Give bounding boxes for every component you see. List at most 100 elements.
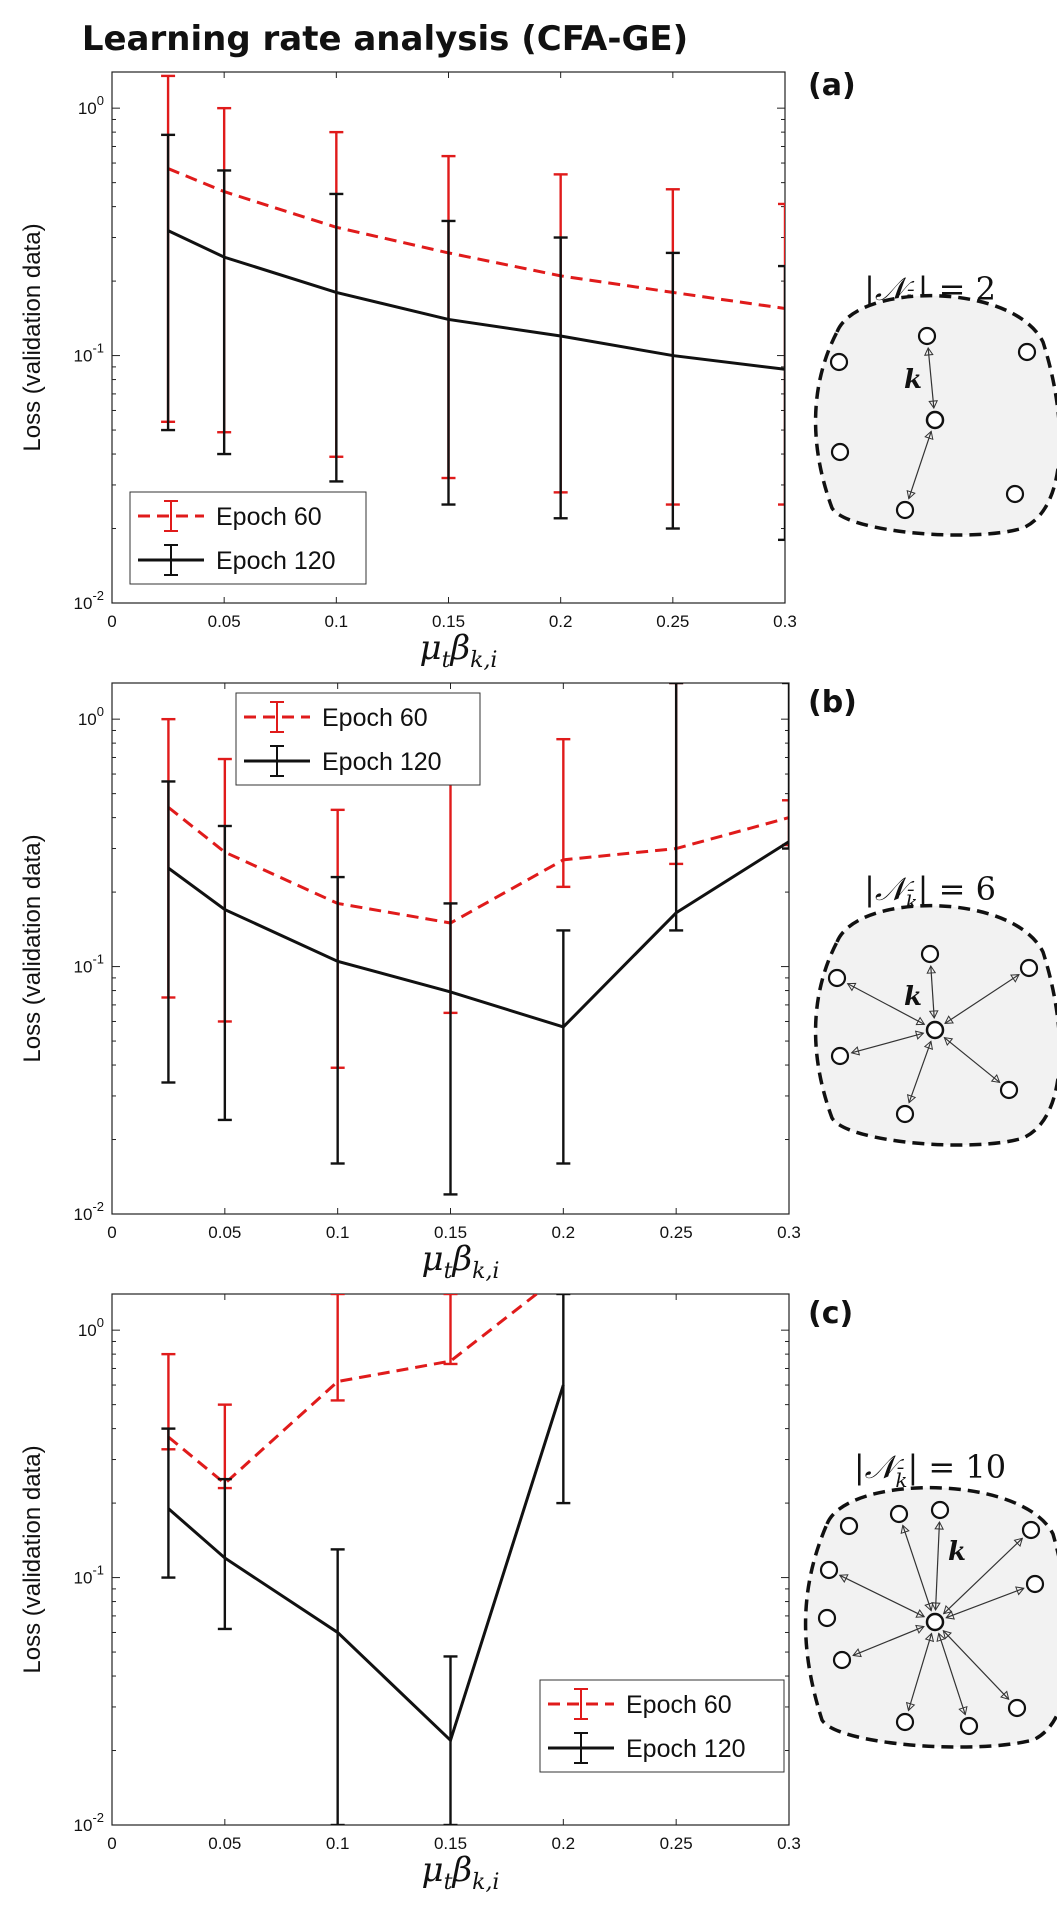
link-arrowhead [924, 1632, 935, 1643]
link-arrowhead [900, 1524, 910, 1535]
neighbor-link [839, 1574, 925, 1618]
x-tick-label: 0.1 [326, 1834, 350, 1853]
legend: Epoch 60 Epoch 120 [129, 491, 367, 585]
link-arrowhead [850, 1046, 861, 1056]
panel-label: (c) [808, 1296, 853, 1331]
neighbor-link [847, 983, 925, 1025]
link-arrowhead [942, 1604, 953, 1615]
legend-label: Epoch 60 [626, 1691, 732, 1719]
link-arrowhead [915, 1609, 926, 1618]
legend: Epoch 60 Epoch 120 [539, 1679, 785, 1773]
link-arrowhead [1015, 1586, 1025, 1596]
neighbor-node [830, 442, 850, 462]
neighbor-link [908, 431, 932, 499]
panel-label: (b) [808, 685, 857, 720]
x-tick-label: 0.25 [656, 612, 689, 631]
series-line [167, 1294, 540, 1486]
x-tick-label: 0.05 [208, 1834, 241, 1853]
legend-box [129, 491, 367, 585]
series-line [167, 1384, 565, 1744]
link-arrowhead [943, 1036, 954, 1047]
link-arrowhead [846, 982, 857, 992]
x-tick-label: 0.15 [432, 612, 465, 631]
neighbor-link [943, 1037, 1001, 1083]
network-diagram: |𝒩k̄| = 10 k [803, 1448, 1057, 1749]
link-arrowhead [838, 1574, 849, 1583]
neighbor-link [907, 1633, 933, 1711]
neighbor-node [917, 326, 937, 346]
legend-label: Epoch 120 [322, 748, 442, 776]
x-tick-label: 0.15 [434, 1223, 467, 1242]
series-epoch-120 [161, 683, 789, 1196]
neighbor-node [959, 1716, 979, 1736]
x-tick-label: 0.25 [660, 1223, 693, 1242]
figure-title: Learning rate analysis (CFA-GE) [82, 19, 688, 59]
neighbor-node [827, 968, 847, 988]
neighbor-node [920, 944, 940, 964]
legend-label: Epoch 120 [216, 547, 336, 575]
x-tick-label: 0.3 [777, 1834, 801, 1853]
neighbor-link [927, 347, 935, 409]
node-k-label: k [948, 1537, 966, 1567]
legend: Epoch 60 Epoch 120 [235, 692, 481, 786]
link-arrowhead [942, 1629, 952, 1640]
neighbor-link [930, 965, 935, 1019]
neighbor-node [829, 352, 849, 372]
neighbor-node [895, 500, 915, 520]
link-arrowhead [1000, 1690, 1010, 1701]
link-arrowhead [852, 1648, 862, 1658]
link-arrowhead [926, 964, 937, 974]
network-diagram: |𝒩k̄| = 2k [813, 270, 1057, 537]
link-arrowhead [1010, 974, 1020, 983]
series-epoch-120 [161, 133, 785, 542]
x-tick-label: 0 [107, 612, 116, 631]
y-tick-label: 10-2 [74, 1199, 104, 1224]
node-k-label: k [904, 365, 922, 395]
neighbor-link [851, 1032, 924, 1054]
series-epoch-120 [161, 1294, 571, 1825]
y-tick-label: 100 [78, 1315, 104, 1340]
link-arrowhead [934, 1520, 944, 1530]
link-arrowhead [931, 1602, 941, 1612]
neighbor-node [830, 1046, 850, 1066]
link-arrowhead [923, 1040, 934, 1050]
y-tick-label: 100 [78, 93, 104, 118]
neighbor-node [1025, 1574, 1045, 1594]
panels: 0 0.05 0.1 0.15 0.2 0.25 0.3 100 10-1 10-2 Loss (v… [19, 68, 1057, 1895]
x-tick-label: 0 [107, 1223, 116, 1242]
link-arrowhead [936, 1632, 946, 1643]
neighbor-node [1017, 342, 1037, 362]
y-tick-label: 100 [78, 704, 104, 729]
y-axis-label: Loss (validation data) [19, 834, 46, 1062]
x-tick-label: 0.2 [552, 1834, 576, 1853]
neighbor-node [832, 1650, 852, 1670]
neighbor-link [934, 1521, 941, 1611]
neighbor-node [817, 1608, 837, 1628]
x-axis-label: μtβk,i [422, 1850, 500, 1895]
link-arrowhead [924, 430, 934, 441]
x-tick-label: 0 [107, 1834, 116, 1853]
series-line [167, 167, 785, 310]
link-arrowhead [906, 489, 916, 500]
chart-panel-2: 0 0.05 0.1 0.15 0.2 0.25 0.3 100 10-1 10-2 Loss (v… [19, 682, 1057, 1284]
series-epoch-60 [161, 1294, 540, 1490]
link-arrowhead [924, 1601, 934, 1612]
y-tick-label: 10-2 [74, 1810, 104, 1835]
neighbor-node [930, 1500, 950, 1520]
x-tick-label: 0.25 [660, 1834, 693, 1853]
node-k-label: k [904, 982, 922, 1012]
link-arrowhead [906, 1094, 917, 1104]
neighbor-link [942, 1630, 1010, 1700]
y-axis-label: Loss (validation data) [19, 223, 46, 451]
link-arrowhead [1013, 1537, 1024, 1548]
legend-label: Epoch 120 [626, 1735, 746, 1763]
series-line [167, 840, 789, 1029]
link-arrowhead [944, 1015, 954, 1024]
x-tick-label: 0.15 [434, 1834, 467, 1853]
neighbor-node [1021, 1520, 1041, 1540]
x-tick-label: 0.2 [552, 1223, 576, 1242]
link-arrowhead [915, 1624, 925, 1634]
y-tick-label: 10-1 [74, 1563, 104, 1588]
series-line [167, 806, 789, 925]
